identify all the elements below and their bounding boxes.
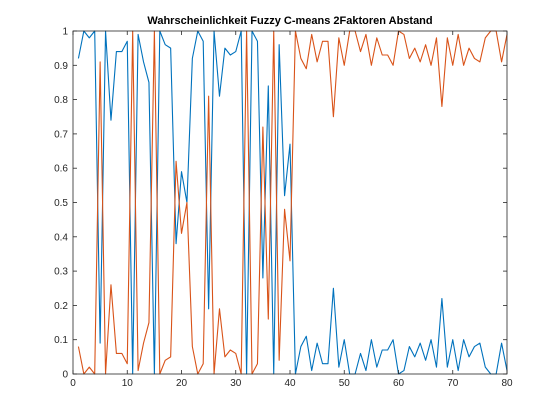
series-layer [77,30,508,375]
y-tick-label: 0.6 [54,164,68,175]
chart-title: Wahrscheinlichkeit Fuzzy C-means 2Faktor… [147,15,432,27]
plot-area-background [73,31,507,374]
y-tick-label: 0.4 [54,232,68,243]
x-tick-label: 40 [284,378,296,389]
series-line-2 [77,30,508,375]
x-tick-label: 20 [176,378,188,389]
y-tick-label: 0.3 [54,267,68,278]
x-tick-label: 80 [501,378,513,389]
ticks-layer: 0 10 20 30 40 50 60 70 80 0 0.1 0.2 0.3 0.4 0.5 0.6 0.7 0… [54,27,513,390]
y-tick-label: 0 [62,370,68,381]
x-tick-label: 30 [230,378,242,389]
x-tick-label: 10 [122,378,134,389]
y-tick-label: 0.2 [54,301,68,312]
series-line-1 [77,30,508,375]
y-tick-label: 0.5 [54,198,68,209]
x-tick-label: 0 [70,378,76,389]
y-tick-label: 1 [62,27,68,38]
x-tick-label: 60 [393,378,405,389]
y-tick-label: 0.8 [54,95,68,106]
y-tick-label: 0.9 [54,61,68,72]
y-tick-label: 0.1 [54,335,68,346]
x-tick-label: 50 [339,378,351,389]
y-tick-label: 0.7 [54,129,68,140]
x-tick-label: 70 [447,378,459,389]
